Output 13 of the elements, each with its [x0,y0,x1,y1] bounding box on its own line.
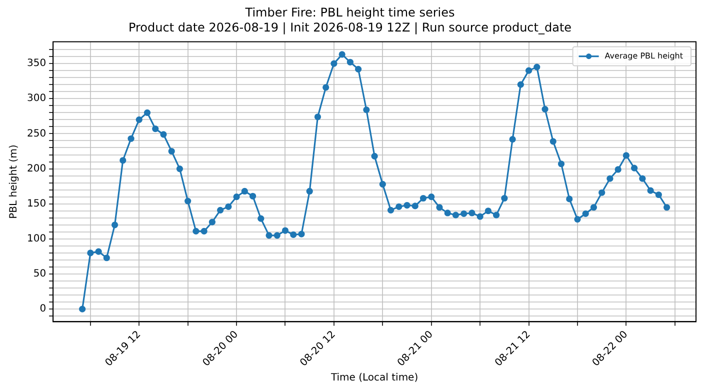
chart-subtitle: Product date 2026-08-19 | Init 2026-08-19 12Z | Run source product_date [128,20,572,35]
x-axis-title: Time (Local time) [330,372,418,384]
y-tick-label: 200 [26,163,46,174]
y-tick-label: 150 [26,198,46,210]
chart-title: Timber Fire: PBL height time series [244,5,455,20]
y-tick-label: 250 [26,128,46,140]
y-axis-title: PBL height (m) [8,144,20,219]
y-tick-label: 350 [26,58,46,70]
y-tick-label: 100 [26,234,46,245]
y-tick-label: 50 [33,268,46,280]
legend-label: Average PBL height [604,51,684,60]
y-tick-label: 0 [40,304,46,315]
y-tick-label: 300 [26,93,46,104]
